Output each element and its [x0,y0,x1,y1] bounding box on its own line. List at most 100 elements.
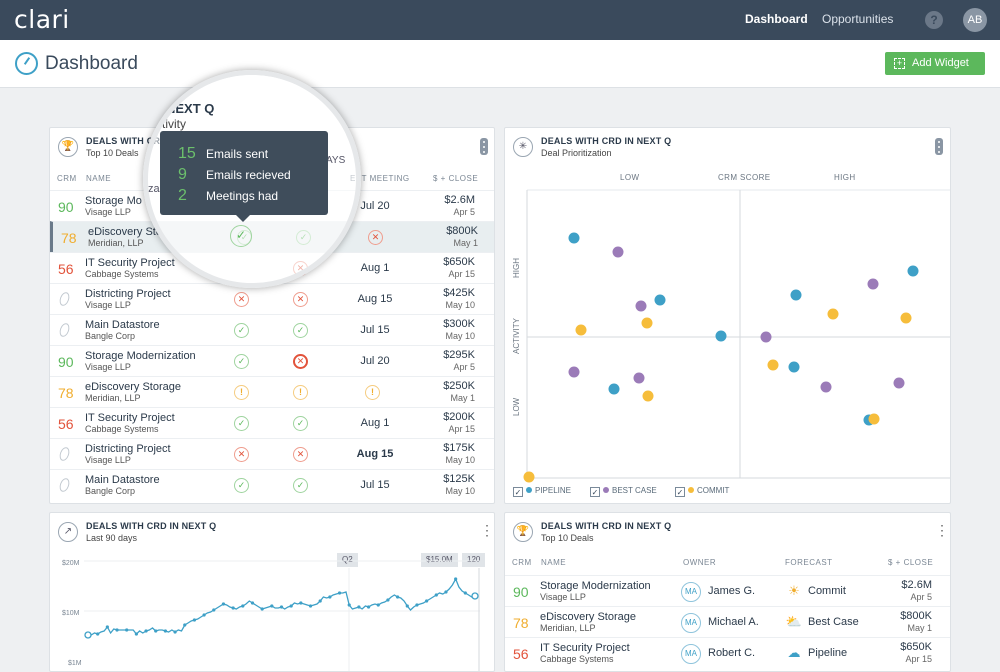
owner-avatar[interactable]: MA [681,613,701,633]
trend-point [357,605,361,609]
deal-company: Cabbage Systems [85,269,159,279]
scatter-point[interactable] [575,324,587,336]
deal-name[interactable]: IT Security Project [85,257,175,269]
legend-best-case[interactable]: ✓ BEST CASE [590,486,657,497]
check-icon: ✓ [234,354,249,369]
scatter-point[interactable] [568,366,580,378]
trend-chart: $20M $10M $1M [62,560,480,671]
scatter-point[interactable] [654,294,666,306]
scatter-point[interactable] [608,383,620,395]
scatter-point[interactable] [867,278,879,290]
table-row[interactable]: 56 IT Security Project Cabbage Systems MA Ro… [505,637,950,668]
scatter-point[interactable] [868,413,880,425]
nav-opportunities[interactable]: Opportunities [822,12,894,26]
table-row[interactable]: Districting Project Visage LLP ✕ ✕ Aug 15 $17… [50,438,494,469]
owner-avatar[interactable]: MA [681,644,701,664]
table-row[interactable]: Main Datastore Bangle Corp ✓ ✓ Jul 15 $300K Ma… [50,314,494,345]
legend-label: PIPELINE [535,486,572,495]
scatter-point[interactable] [760,331,772,343]
col-header-crm[interactable]: CRM [57,174,77,183]
deal-name[interactable]: eDiscovery Storage [85,381,181,393]
checkbox-icon[interactable]: ✓ [513,487,523,497]
crm-score: 56 [58,416,74,432]
x-icon: ✕ [234,447,249,462]
deal-name[interactable]: Main Datastore [85,319,160,331]
legend-label: BEST CASE [612,486,657,495]
add-widget-button[interactable]: + Add Widget [885,52,985,75]
clari-logo[interactable]: clari [14,5,70,34]
sun-icon: ☀ [788,583,800,598]
scatter-point[interactable] [642,390,654,402]
col-header-owner[interactable]: OWNER [683,558,717,567]
table-row[interactable]: 78 eDiscovery Storage Meridian, LLP MA Micha… [505,606,950,637]
scatter-point[interactable] [641,317,653,329]
legend-commit[interactable]: ✓ COMMIT [675,486,729,497]
user-avatar[interactable]: AB [963,8,987,32]
help-icon[interactable]: ? [925,11,943,29]
col-header-forecast[interactable]: FORECAST [785,558,833,567]
scatter-point[interactable] [820,381,832,393]
deal-name[interactable]: IT Security Project [85,412,175,424]
table-row[interactable]: Main Datastore Bangle Corp ✓ ✓ Jul 15 $125K Ma… [50,469,494,500]
scatter-point[interactable] [568,232,580,244]
deal-name[interactable]: eDiscovery Sto [88,226,162,238]
deal-name[interactable]: Storage Modernization [540,580,651,592]
trend-point [125,628,129,632]
widget-menu-icon[interactable]: ⋮ [935,522,949,538]
scatter-point[interactable] [523,471,535,483]
best-case-dot-icon [603,487,609,493]
legend-pipeline[interactable]: ✓ PIPELINE [513,486,571,497]
scatter-point[interactable] [900,312,912,324]
quarter-marker[interactable]: Q2 [337,553,358,567]
trend-end-point[interactable] [471,592,479,600]
deal-company: Visage LLP [540,592,586,602]
deal-name[interactable]: eDiscovery Storage [540,611,636,623]
table-row[interactable]: 56 IT Security Project Cabbage Systems ✓ ✓ Au… [50,407,494,438]
col-header-next-meeting[interactable]: EXT MEETING [350,174,410,183]
widget-subtitle: Deal Prioritization [541,148,612,158]
scatter-point[interactable] [635,300,647,312]
trend-point [105,625,109,629]
deal-name[interactable]: Main Datastore [85,474,160,486]
widget-menu-icon[interactable] [935,138,943,155]
check-icon: ✓ [234,416,249,431]
checkbox-icon[interactable]: ✓ [590,487,600,497]
scatter-point[interactable] [790,289,802,301]
scatter-point[interactable] [893,377,905,389]
scatter-point[interactable] [633,372,645,384]
no-score-icon [57,321,72,339]
widget-menu-icon[interactable] [480,138,488,155]
widget-subtitle: Last 90 days [86,533,138,543]
deal-name[interactable]: Districting Project [85,288,171,300]
x-label-low: LOW [620,173,640,182]
scatter-point[interactable] [827,308,839,320]
deal-name[interactable]: Storage Mo [85,195,142,207]
nav-dashboard[interactable]: Dashboard [745,12,808,26]
table-row[interactable]: Districting Project Visage LLP ✕ ✕ Aug 15 $42… [50,283,494,314]
deal-company: Visage LLP [85,207,131,217]
trend-point [299,601,303,605]
table-row[interactable]: 78 eDiscovery Storage Meridian, LLP!!! $250… [50,376,494,407]
tooltip-label: Emails sent [206,147,269,161]
scatter-point[interactable] [907,265,919,277]
owner-avatar[interactable]: MA [681,582,701,602]
col-header-crm[interactable]: CRM [512,558,532,567]
trend-start-point[interactable] [84,631,92,639]
deal-name[interactable]: IT Security Project [540,642,630,654]
deal-name[interactable]: Districting Project [85,443,171,455]
scatter-point[interactable] [715,330,727,342]
scatter-point[interactable] [788,361,800,373]
col-header-name[interactable]: NAME [86,174,112,183]
scatter-point[interactable] [612,246,624,258]
table-row[interactable]: 90 Storage Modernization Visage LLP MA James… [505,575,950,606]
scatter-point[interactable] [767,359,779,371]
widget-title: DEALS WITH CRD IN NEXT Q [86,521,217,531]
checkbox-icon[interactable]: ✓ [675,487,685,497]
deal-name[interactable]: Storage Modernization [85,350,196,362]
col-header-name[interactable]: NAME [541,558,567,567]
col-header-close[interactable]: $ + CLOSE [888,558,934,567]
col-header-close[interactable]: $ + CLOSE [433,174,479,183]
deal-company: Cabbage Systems [540,654,614,664]
magnified-text: za [148,183,160,195]
table-row[interactable]: 90 Storage Modernization Visage LLP ✓ ✕ Jul 2… [50,345,494,376]
